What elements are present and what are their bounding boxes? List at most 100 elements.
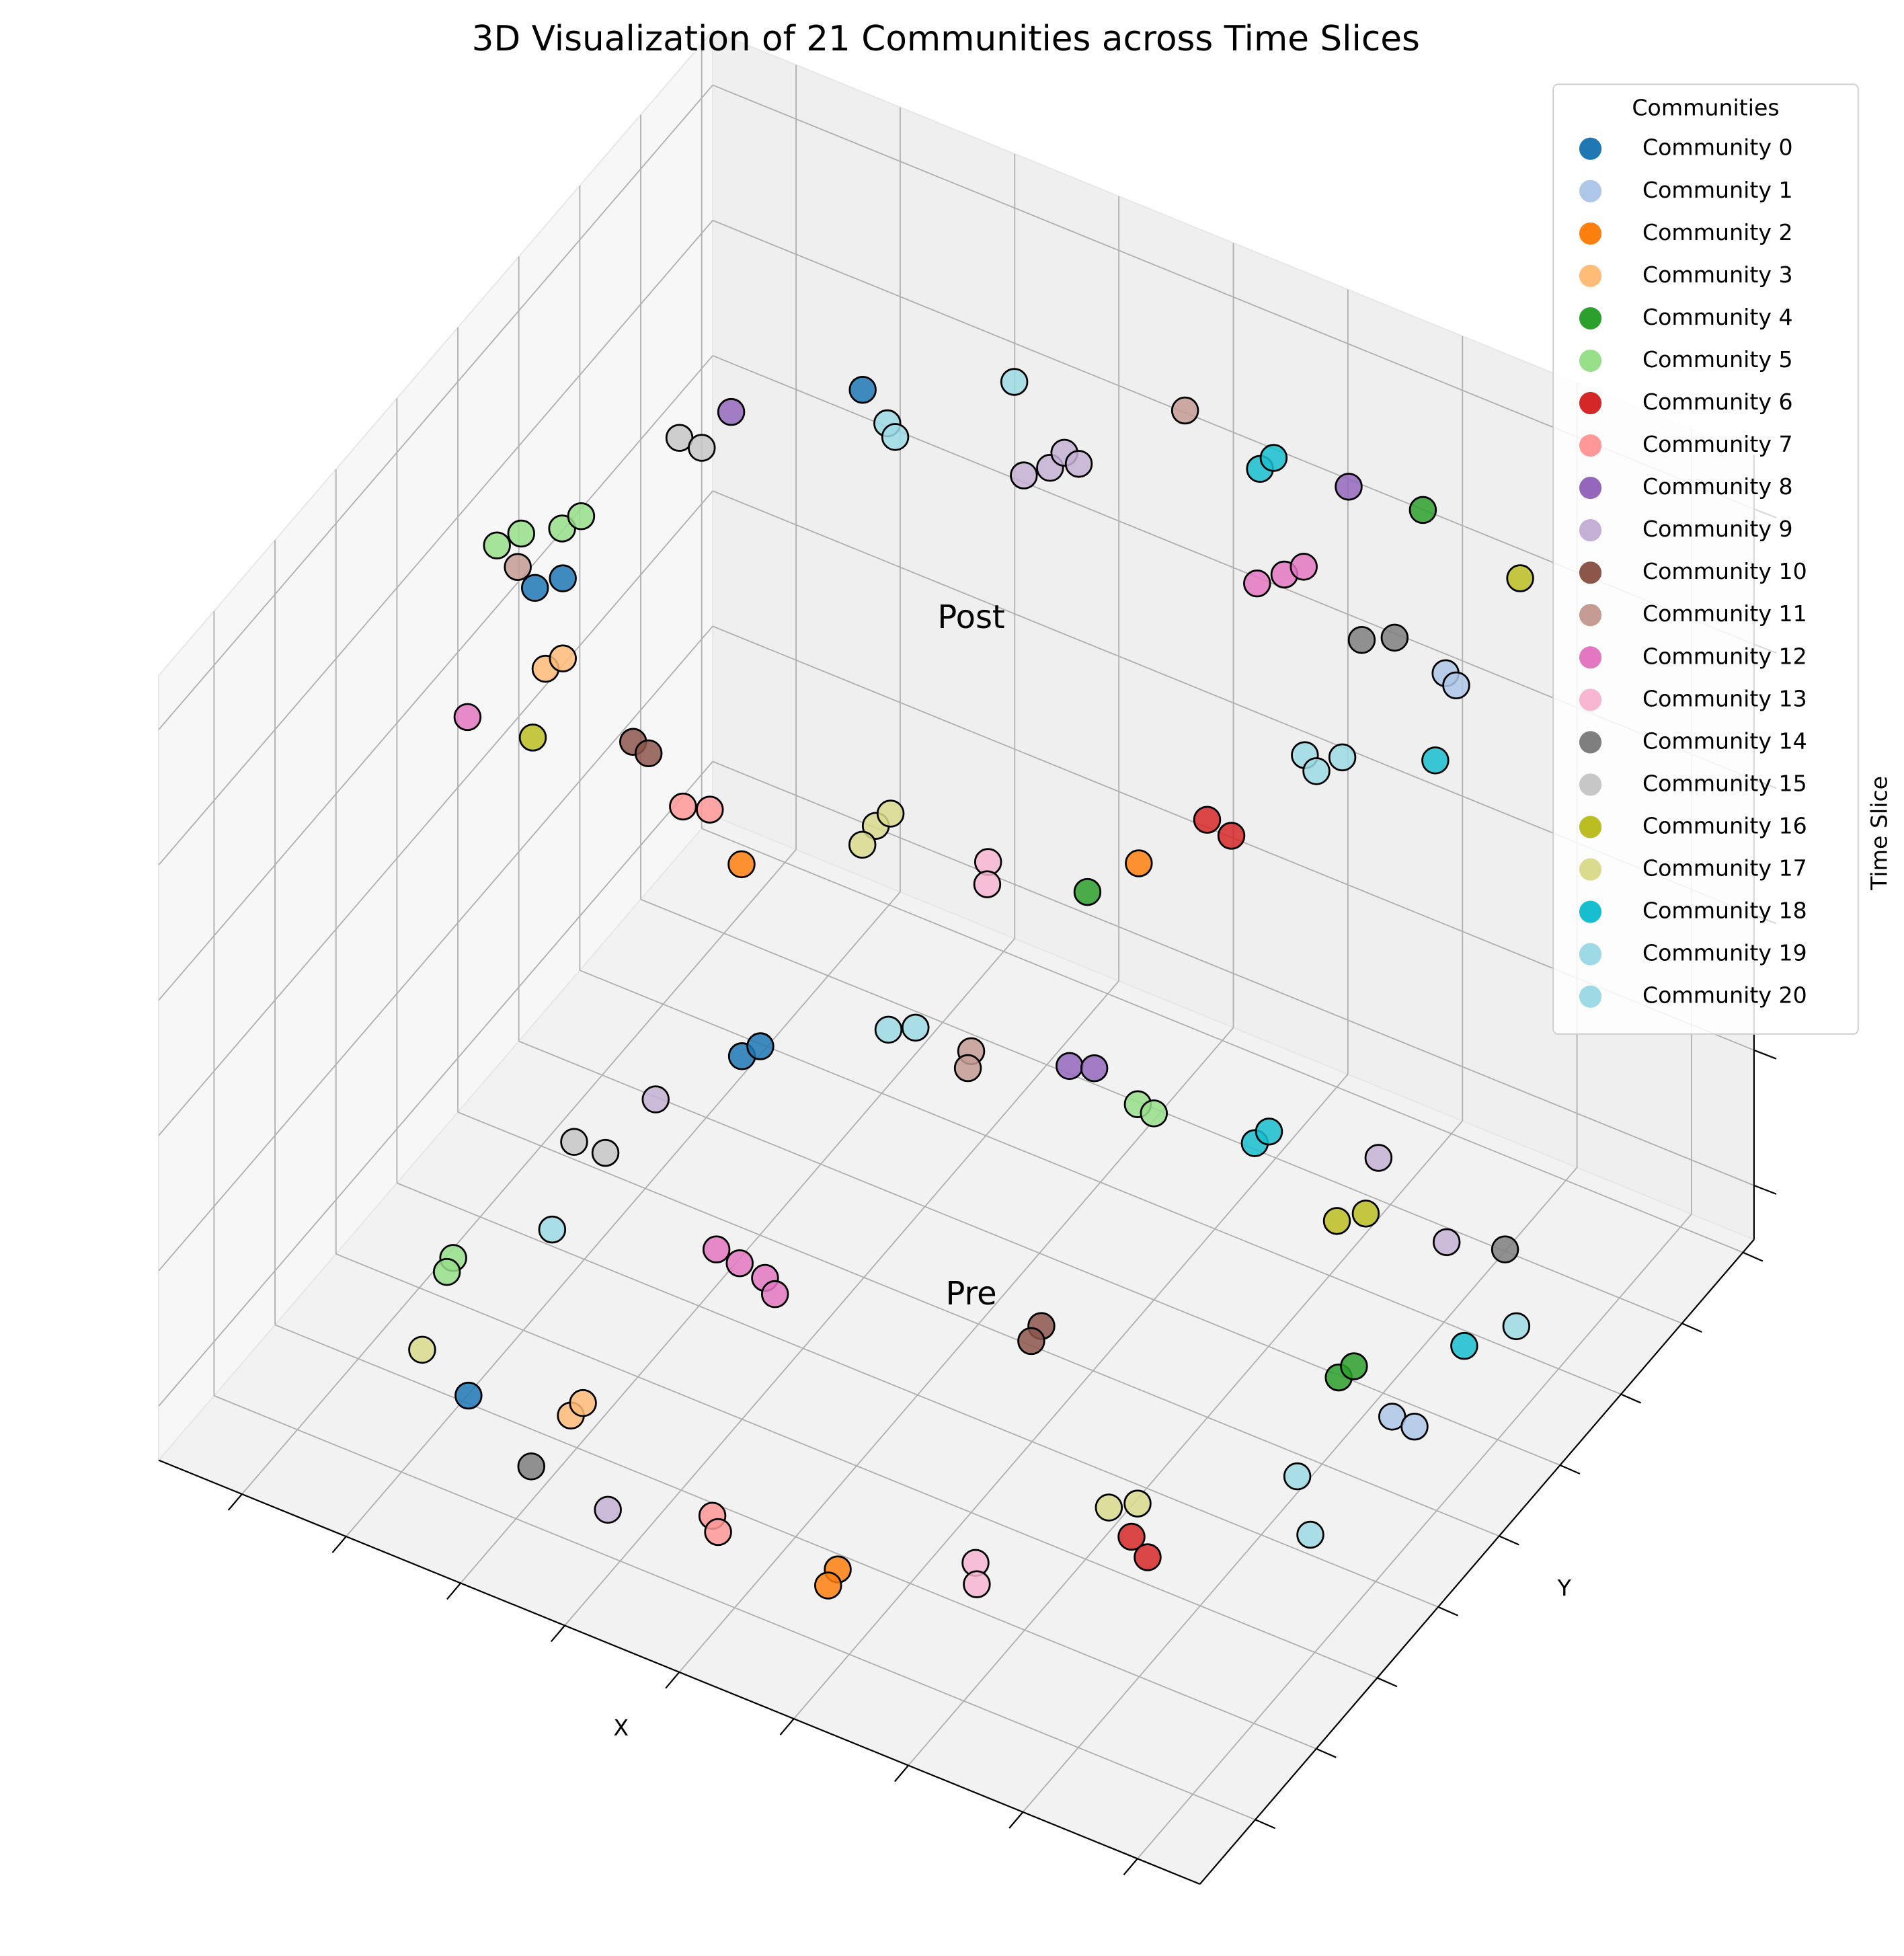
community-points — [1378, 659, 1470, 1441]
grid-line — [1137, 1214, 1692, 1859]
point — [518, 723, 547, 752]
legend-marker — [1579, 689, 1602, 711]
point — [1432, 1228, 1461, 1257]
community-points — [669, 792, 732, 1547]
legend-label: Community 11 — [1642, 600, 1807, 627]
legend-label: Community 15 — [1642, 770, 1807, 796]
z-tick — [1753, 1049, 1777, 1060]
point — [634, 739, 663, 768]
community-points — [1240, 444, 1478, 1360]
grid-line — [457, 1111, 1500, 1537]
point — [876, 799, 905, 828]
point — [688, 434, 716, 462]
point — [1364, 1144, 1393, 1172]
x-tick — [331, 1536, 347, 1553]
point — [1290, 553, 1318, 581]
point — [1123, 1489, 1152, 1518]
legend-marker — [1579, 391, 1602, 415]
y-tick — [1377, 1677, 1398, 1688]
legend-label: Community 8 — [1642, 473, 1793, 500]
y-tick — [1255, 1819, 1276, 1830]
community-points — [619, 728, 1056, 1356]
legend-label: Community 7 — [1642, 431, 1793, 457]
point — [1064, 450, 1093, 478]
point — [1125, 849, 1153, 877]
point — [1328, 743, 1357, 772]
axes-box — [157, 29, 1777, 1885]
point — [1283, 1462, 1312, 1491]
grid-line — [274, 1324, 1317, 1750]
x-tick — [1123, 1858, 1138, 1875]
y-axis-line — [1199, 1239, 1755, 1885]
legend-label: Community 2 — [1642, 219, 1793, 245]
x-tick — [779, 1718, 795, 1735]
point — [1335, 473, 1363, 501]
community-points — [518, 564, 1534, 1235]
legend-marker — [1579, 222, 1602, 245]
point — [1450, 1331, 1478, 1360]
grid-line — [518, 1040, 1560, 1466]
grid-line — [397, 1182, 1439, 1608]
point — [1502, 1312, 1531, 1341]
point — [881, 423, 910, 451]
grid-line — [158, 760, 713, 1407]
point — [1117, 1522, 1146, 1551]
point — [454, 1381, 483, 1410]
point — [1347, 626, 1376, 654]
community-points — [961, 848, 1002, 1598]
community-points — [453, 553, 1318, 1308]
legend-marker — [1579, 604, 1602, 627]
grid-line — [158, 355, 713, 1001]
grid-line — [701, 828, 1743, 1253]
point — [504, 553, 532, 581]
legend-marker — [1579, 137, 1602, 160]
grid-line — [335, 1253, 1378, 1679]
grid-line — [908, 1120, 1463, 1766]
community-points — [531, 644, 597, 1430]
point — [1073, 877, 1102, 906]
point — [1171, 396, 1199, 425]
point — [1140, 1099, 1168, 1128]
legend-label: Community 12 — [1642, 643, 1807, 669]
point — [874, 1015, 903, 1044]
community-points — [517, 623, 1519, 1481]
x-tick — [894, 1764, 909, 1783]
legend-marker — [1579, 307, 1602, 329]
point — [725, 1249, 754, 1278]
grid-line — [564, 980, 1119, 1627]
legend-label: Community 3 — [1642, 262, 1793, 288]
point — [641, 1085, 670, 1113]
point — [520, 574, 549, 602]
point — [1017, 1327, 1045, 1356]
grid-line — [158, 490, 713, 1136]
point — [1217, 822, 1246, 850]
y-tick — [1620, 1393, 1642, 1404]
point — [1000, 368, 1029, 396]
grid-line — [158, 625, 713, 1272]
point — [1243, 569, 1271, 598]
legend-marker — [1579, 349, 1602, 373]
point — [973, 870, 1002, 898]
x-tick — [446, 1582, 461, 1600]
legend-marker — [1579, 434, 1602, 457]
point — [1409, 496, 1437, 524]
legend-marker — [1579, 561, 1602, 584]
legend-label: Community 6 — [1642, 389, 1793, 415]
point — [569, 1388, 597, 1417]
legend-marker — [1579, 646, 1602, 669]
y-tick — [1742, 1251, 1763, 1262]
legend-marker — [1579, 985, 1602, 1008]
x-tick — [1008, 1811, 1024, 1829]
grid-line — [158, 84, 713, 730]
legend-marker — [1579, 900, 1602, 923]
point — [953, 1054, 982, 1083]
legend-label: Community 18 — [1642, 898, 1807, 924]
time-slice-label: Pre — [945, 1276, 996, 1313]
point — [1255, 1118, 1283, 1146]
point — [1380, 623, 1409, 652]
grid-line — [241, 849, 797, 1495]
grid-line — [158, 220, 713, 865]
community-points — [727, 849, 1153, 1600]
point — [594, 1495, 622, 1524]
